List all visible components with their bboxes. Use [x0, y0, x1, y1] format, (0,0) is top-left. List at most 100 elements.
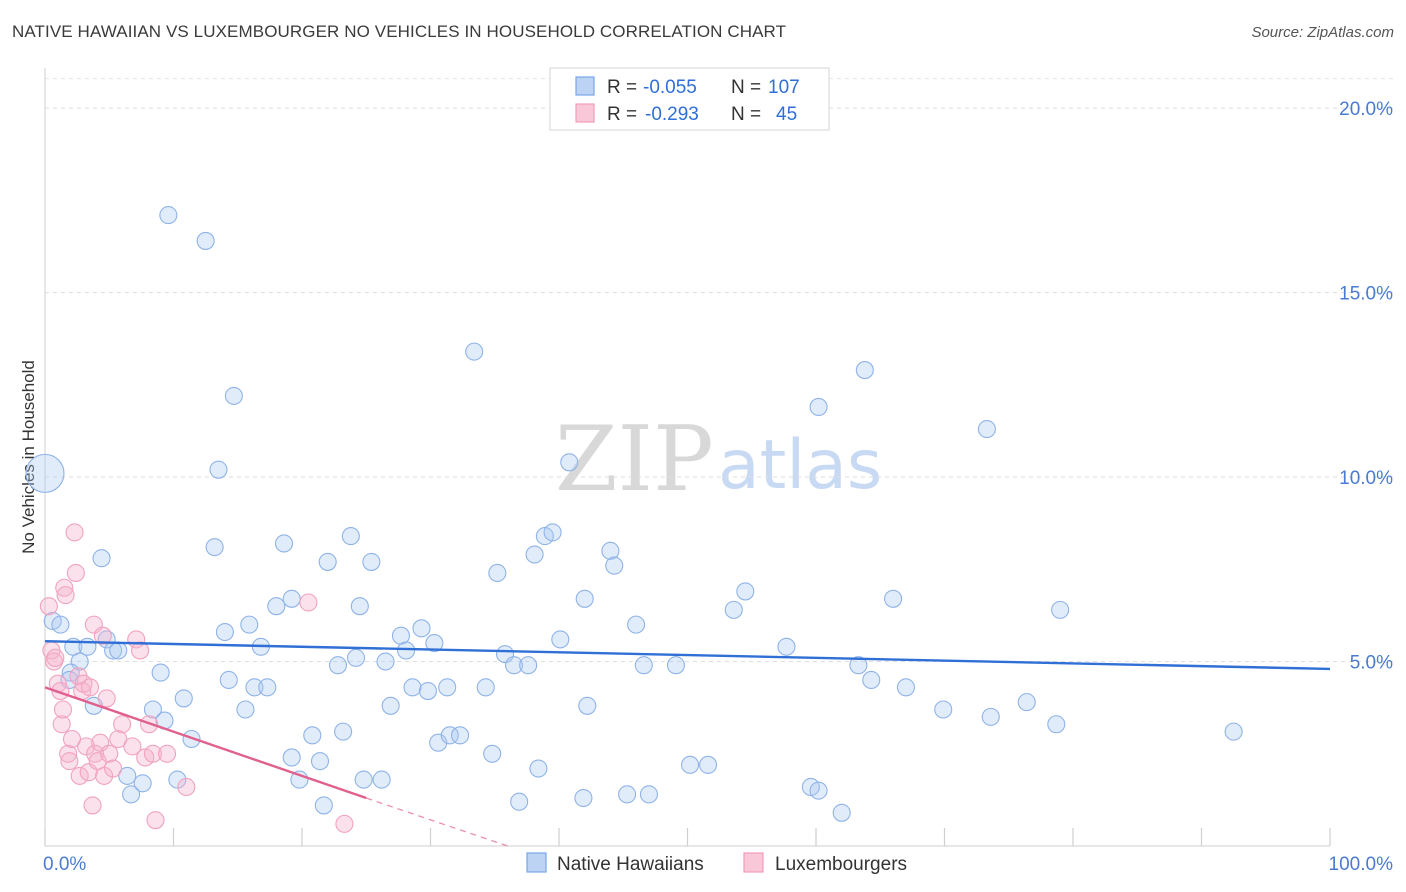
point-native-hawaiian: [118, 766, 137, 785]
point-native-hawaiian: [372, 770, 391, 789]
point-native-hawaiian: [681, 755, 700, 774]
point-native-hawaiian: [350, 597, 369, 616]
legend-n-value-blue: 107: [768, 77, 800, 98]
point-luxembourger: [131, 641, 150, 660]
point-native-hawaiian: [236, 700, 255, 719]
x-ticks: [44, 828, 1331, 846]
point-native-hawaiian: [451, 726, 470, 745]
point-native-hawaiian: [109, 641, 128, 660]
point-native-hawaiian: [832, 803, 851, 822]
point-native-hawaiian: [736, 582, 755, 601]
point-native-hawaiian: [174, 689, 193, 708]
series-native-hawaiians: [25, 206, 1243, 822]
point-native-hawaiian: [328, 656, 348, 675]
point-luxembourger: [66, 563, 85, 583]
chart-title: NATIVE HAWAIIAN VS LUXEMBOURGER NO VEHIC…: [12, 22, 787, 41]
point-luxembourger: [335, 814, 354, 833]
point-luxembourger: [104, 759, 123, 778]
point-native-hawaiian: [510, 792, 529, 811]
point-native-hawaiian: [258, 678, 277, 697]
point-luxembourger: [93, 626, 112, 645]
point-luxembourger: [86, 744, 105, 763]
point-native-hawaiian: [862, 670, 881, 690]
point-luxembourger: [109, 729, 128, 749]
y-axis-label: No Vehicles in Household: [19, 360, 38, 554]
point-native-hawaiian: [809, 397, 828, 417]
legend-box: R = -0.055 N = 107 R = -0.293 N = 45: [549, 67, 830, 131]
point-native-hawaiian: [519, 656, 538, 675]
point-native-hawaiian: [92, 549, 111, 568]
point-native-hawaiian: [314, 796, 333, 815]
point-luxembourger: [55, 578, 74, 597]
legend-swatch-blue: [575, 76, 595, 96]
trend-luxembourgers-extension: [366, 797, 508, 847]
point-native-hawaiian: [133, 774, 152, 793]
point-native-hawaiian: [809, 781, 828, 800]
point-native-hawaiian: [884, 589, 903, 608]
point-luxembourger: [65, 523, 84, 542]
point-native-hawaiian: [168, 770, 187, 789]
y-tick-label: 15.0%: [1339, 284, 1393, 305]
point-native-hawaiian: [666, 656, 685, 675]
watermark-atlas: atlas: [718, 426, 882, 505]
point-native-hawaiian: [412, 619, 431, 638]
legend-r-label-pink: R =: [607, 104, 637, 125]
point-native-hawaiian: [310, 752, 330, 771]
legend-n-label-pink: N =: [731, 104, 761, 125]
point-luxembourger: [52, 715, 71, 734]
point-native-hawaiian: [159, 206, 178, 225]
point-native-hawaiian: [354, 770, 373, 789]
watermark-zip: ZIP: [555, 407, 714, 512]
point-native-hawaiian: [724, 600, 743, 619]
point-luxembourger: [177, 777, 196, 797]
point-native-hawaiian: [605, 556, 624, 575]
legend-swatch-pink: [575, 103, 595, 123]
point-native-hawaiian: [465, 342, 484, 361]
point-native-hawaiian: [855, 361, 874, 380]
point-native-hawaiian: [483, 744, 502, 763]
point-native-hawaiian: [205, 538, 224, 557]
point-native-hawaiian: [1224, 722, 1243, 741]
point-native-hawaiian: [578, 696, 597, 715]
point-native-hawaiian: [777, 637, 796, 656]
point-native-hawaiian: [267, 597, 286, 616]
point-native-hawaiian: [981, 707, 1000, 726]
point-native-hawaiian: [318, 552, 337, 571]
legend-n-label-blue: N =: [731, 77, 761, 98]
point-native-hawaiian: [977, 420, 996, 439]
y-tick-labels: 5.0% 10.0% 15.0% 20.0%: [1339, 99, 1393, 673]
x-tick-labels: 0.0% 100.0%: [43, 854, 1393, 875]
bottom-legend-swatch-pink: [743, 852, 764, 873]
point-native-hawaiian: [397, 641, 416, 660]
point-native-hawaiian: [215, 622, 234, 642]
point-native-hawaiian: [560, 453, 579, 472]
point-native-hawaiian: [303, 726, 322, 745]
point-native-hawaiian: [639, 785, 659, 804]
point-native-hawaiian: [425, 634, 444, 653]
point-native-hawaiian: [376, 652, 395, 671]
point-luxembourger: [100, 744, 119, 763]
point-native-hawaiian: [224, 386, 243, 405]
point-native-hawaiian: [438, 678, 457, 697]
point-luxembourger: [95, 766, 114, 785]
legend-r-value-pink: -0.293: [645, 104, 699, 125]
point-native-hawaiian: [634, 656, 653, 675]
point-native-hawaiian: [143, 700, 162, 719]
point-luxembourger: [113, 715, 132, 734]
point-native-hawaiian: [209, 460, 228, 479]
point-native-hawaiian: [618, 785, 637, 804]
point-native-hawaiian: [240, 615, 259, 634]
point-luxembourger: [123, 737, 142, 756]
point-luxembourger: [146, 811, 165, 830]
point-native-hawaiian: [341, 527, 360, 546]
point-native-hawaiian: [151, 663, 170, 682]
point-native-hawaiian: [25, 453, 65, 493]
legend-n-value-pink: 45: [776, 104, 797, 125]
series-luxembourgers: [39, 523, 354, 833]
point-luxembourger: [39, 597, 58, 616]
point-native-hawaiian: [219, 670, 238, 690]
point-native-hawaiian: [627, 615, 646, 634]
point-luxembourger: [97, 689, 116, 708]
point-native-hawaiian: [543, 523, 562, 542]
point-luxembourger: [143, 744, 162, 763]
